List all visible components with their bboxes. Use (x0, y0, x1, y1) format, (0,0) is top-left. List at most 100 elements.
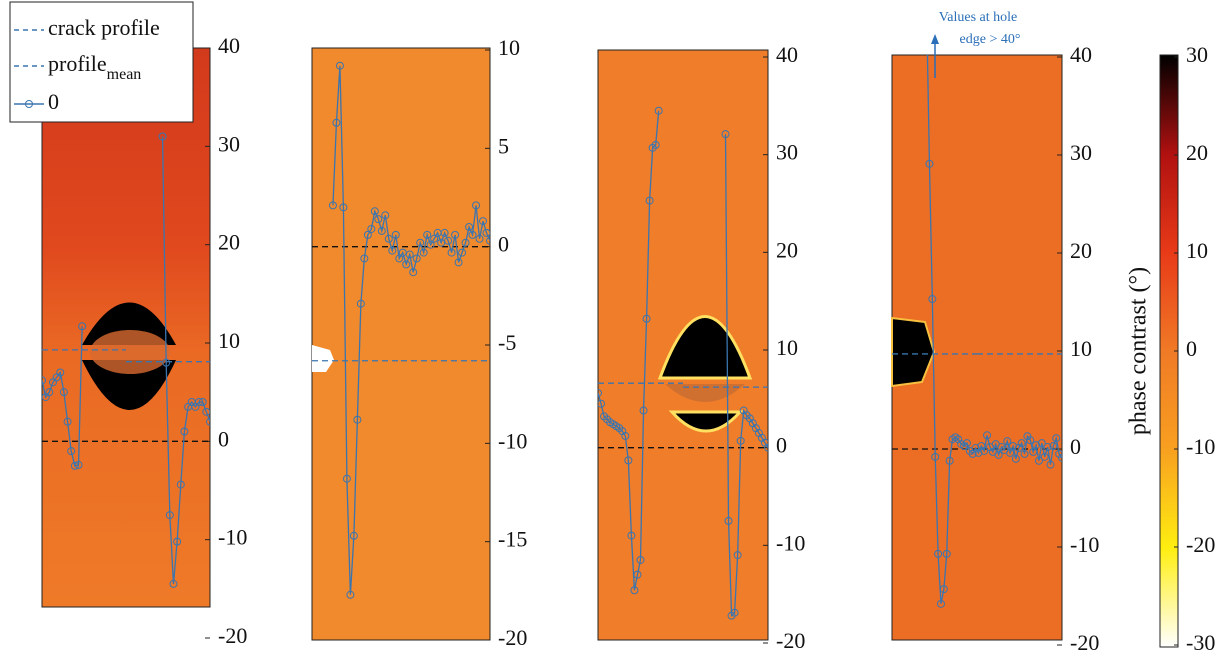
annotation-arrowhead (931, 34, 939, 44)
profile-marker (356, 299, 365, 308)
profile-marker (374, 215, 383, 224)
y-tick-label: -20 (218, 623, 247, 648)
profile-marker (158, 132, 167, 141)
phase-image (41, 47, 1063, 641)
profile-marker (402, 260, 411, 269)
y-tick-label: 30 (1070, 140, 1092, 165)
profile-marker (997, 443, 1006, 452)
profile-marker (444, 236, 453, 245)
profile-marker (994, 450, 1003, 459)
plot-area (598, 106, 768, 620)
y-tick-label: 5 (498, 133, 509, 158)
profile-marker (440, 228, 449, 237)
profile-marker (419, 248, 428, 257)
profile-marker (416, 238, 425, 247)
profile-marker (639, 406, 648, 415)
y-tick-label: 40 (218, 33, 240, 58)
y-tick-label: 0 (776, 433, 787, 458)
y-tick-label: 0 (1186, 336, 1197, 361)
profile-marker (202, 407, 210, 416)
legend-label-sub: mean (107, 66, 142, 83)
profile-marker (980, 446, 989, 455)
profile-marker (654, 106, 663, 115)
profile-marker (934, 549, 943, 558)
plot-area (892, 55, 1062, 608)
profile-marker (70, 461, 79, 470)
annotation-text: Values at hole (939, 10, 1018, 25)
profile-marker (1046, 460, 1055, 469)
y-tick-label: 20 (218, 230, 240, 255)
profile-marker (395, 254, 404, 263)
profile-marker (1052, 434, 1061, 443)
profile-marker (384, 234, 393, 243)
y-tick-label: 30 (218, 131, 240, 156)
legend-box (9, 1, 194, 123)
profile-marker (936, 599, 945, 608)
profile-marker (430, 234, 439, 243)
profile-marker (461, 238, 470, 247)
profile-marker (475, 234, 484, 243)
profile-line (598, 110, 660, 591)
profile-marker (482, 228, 490, 237)
profile-marker (173, 537, 182, 546)
profile-marker (624, 456, 633, 465)
y-tick-label: 20 (1070, 238, 1092, 263)
profile-marker (627, 531, 636, 540)
profile-marker (78, 322, 87, 331)
profile-marker (1011, 454, 1020, 463)
y-tick-label: 10 (776, 335, 798, 360)
profile-marker (360, 254, 369, 263)
y-tick-label: -20 (776, 628, 805, 653)
profile-marker (1034, 456, 1043, 465)
y-tick-label: 10 (1070, 336, 1092, 361)
profile-marker (176, 480, 185, 489)
y-tick-label: -15 (498, 527, 527, 552)
profile-marker (367, 224, 376, 233)
profile-marker (198, 398, 207, 406)
profile-marker (346, 590, 355, 599)
y-tick-label: -10 (498, 428, 527, 453)
profile-marker (479, 217, 488, 226)
y-tick-label: 20 (776, 237, 798, 262)
profile-marker (451, 230, 460, 239)
profile-marker (1058, 453, 1062, 462)
profile-marker (162, 358, 171, 367)
profile-marker (733, 551, 742, 560)
profile-marker (332, 118, 341, 127)
profile-marker (74, 460, 83, 469)
profile-marker (465, 223, 474, 231)
profile-marker (56, 368, 65, 377)
profile-marker (472, 201, 481, 210)
y-tick-label: 10 (1186, 238, 1208, 263)
profile-marker (412, 254, 421, 263)
profile-marker (730, 608, 739, 617)
y-tick-label: 0 (218, 426, 229, 451)
profile-marker (486, 236, 490, 245)
y-tick-label: 30 (1186, 42, 1208, 67)
profile-marker (960, 442, 969, 451)
profile-marker (342, 474, 351, 483)
legend-label: 0 (48, 89, 59, 114)
legend-label-main: profile (48, 51, 107, 76)
profile-marker (1032, 441, 1041, 450)
profile-marker (983, 431, 992, 440)
y-tick-label: 30 (776, 140, 798, 165)
profile-marker (349, 531, 358, 540)
y-tick-label: 0 (1070, 434, 1081, 459)
y-tick-label: 20 (1186, 140, 1208, 165)
profile-marker (945, 456, 954, 465)
profile-marker (1043, 443, 1052, 452)
profile-marker (633, 570, 642, 579)
profile-marker (636, 555, 645, 564)
plot-area (312, 61, 490, 599)
legend-label: profilemean (48, 51, 141, 83)
profile-marker (388, 246, 397, 255)
profile-marker (169, 579, 178, 588)
profile-marker (1003, 437, 1012, 446)
legend-label: crack profile (48, 15, 160, 40)
annotation: Values at hole edge > 40° (931, 10, 1020, 78)
profile-marker (195, 398, 204, 406)
profile-marker (180, 427, 189, 436)
profile-marker (45, 388, 54, 397)
